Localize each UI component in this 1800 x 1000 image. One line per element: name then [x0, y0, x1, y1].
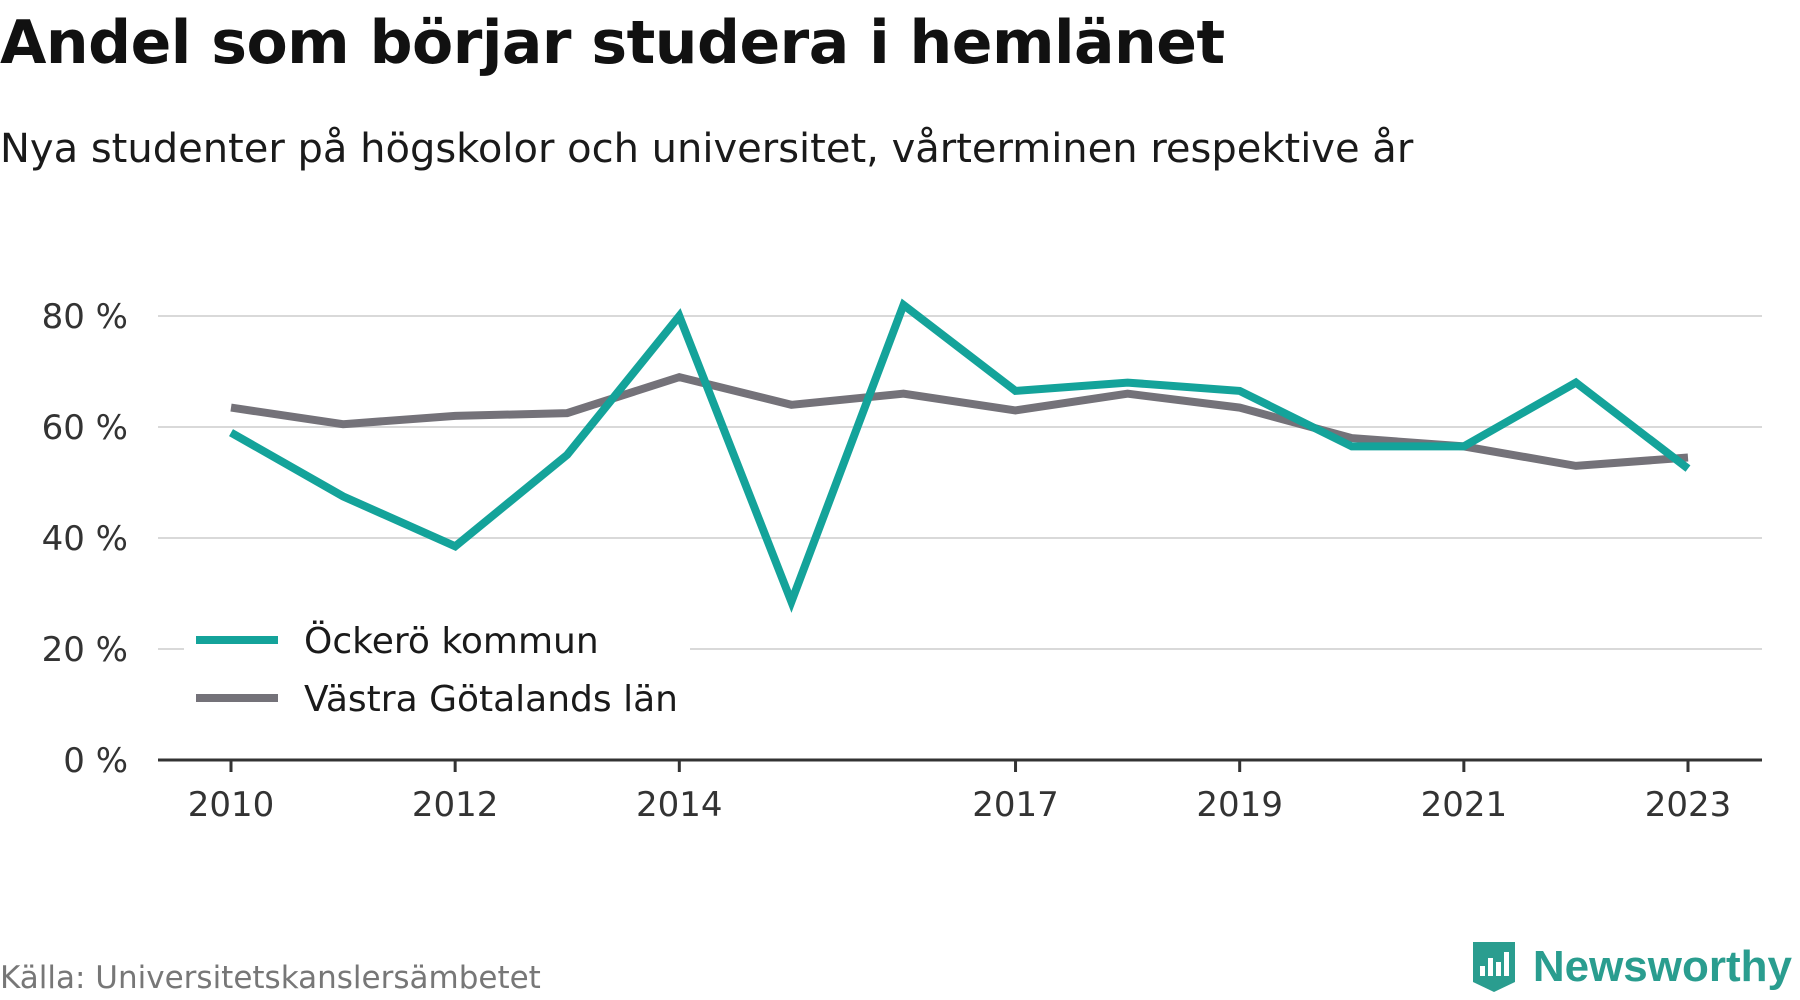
x-tick-label: 2012 — [412, 785, 499, 825]
series-layer — [229, 298, 1691, 613]
brand-logo: Newsworthy — [1469, 938, 1792, 996]
legend: Öckerö kommun Västra Götalands län — [184, 604, 690, 720]
x-tick-label: 2014 — [636, 785, 723, 825]
chart-subtitle: Nya studenter på högskolor och universit… — [0, 126, 1414, 172]
x-tick-label: 2019 — [1196, 785, 1283, 825]
y-tick-label: 20 % — [42, 630, 128, 670]
chart-title: Andel som börjar studera i hemlänet — [0, 8, 1225, 78]
x-tick-label: 2010 — [188, 785, 275, 825]
series-line-2 — [230, 372, 1689, 470]
source-note: Källa: Universitetskanslersämbetet — [0, 960, 541, 996]
x-tick-label: 2021 — [1421, 785, 1508, 825]
x-tick-label: 2023 — [1645, 785, 1732, 825]
bar-chart-badge-icon — [1472, 942, 1515, 992]
legend-label: Västra Götalands län — [304, 679, 678, 720]
y-axis-ticks: 0 % 20 % 40 % 60 % 80 % — [42, 297, 128, 781]
x-axis-ticks: 2010 2012 2014 2017 2019 2021 2023 — [188, 760, 1732, 825]
series-line-1 — [229, 298, 1691, 613]
brand-name: Newsworthy — [1532, 942, 1792, 991]
y-tick-label: 80 % — [42, 297, 128, 337]
y-tick-label: 0 % — [63, 741, 128, 781]
y-tick-label: 60 % — [42, 408, 128, 448]
x-tick-label: 2017 — [972, 785, 1059, 825]
y-tick-label: 40 % — [42, 519, 128, 559]
legend-label: Öckerö kommun — [304, 620, 599, 662]
